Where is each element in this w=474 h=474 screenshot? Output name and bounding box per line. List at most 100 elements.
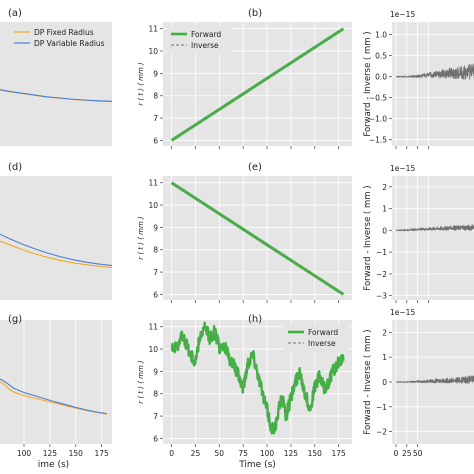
offset-text: 1e−15 — [390, 164, 415, 173]
x-tick-label: 100 — [260, 449, 275, 458]
legend-box — [167, 26, 231, 54]
panel-label: (g) — [8, 314, 22, 325]
y-axis-label: r ( t ) ( mm ) — [137, 216, 145, 260]
y-tick-label: 8 — [153, 92, 158, 101]
y-tick-label: 0.5 — [375, 52, 387, 61]
x-tick-label: 100 — [17, 449, 32, 458]
y-tick-label: 2 — [382, 183, 387, 192]
legend-label: Forward — [191, 30, 221, 39]
series-line-dp-fixed-radius — [0, 381, 107, 415]
y-axis-label: Forward - Inverse ( mm ) — [363, 31, 373, 136]
x-axis-label: Time (s) — [238, 460, 276, 470]
y-tick-label: −2 — [376, 428, 387, 437]
series-line-dp-variable-radius — [0, 233, 113, 267]
y-tick-label: 7 — [153, 412, 158, 421]
offset-text: 1e−15 — [390, 10, 415, 19]
y-tick-label: 9 — [153, 367, 158, 376]
y-tick-label: −1 — [376, 248, 387, 257]
series-line-difference — [395, 224, 474, 232]
panel-label: (e) — [248, 162, 262, 173]
series-line-dp-variable-radius — [0, 378, 107, 415]
legend-box — [284, 324, 348, 352]
series-line-inverse — [171, 28, 344, 141]
x-tick-label: 0 — [394, 449, 399, 458]
y-axis-label: r ( t ) ( mm ) — [137, 62, 145, 106]
y-tick-label: 6 — [153, 290, 158, 299]
panel-d: (d) — [0, 162, 113, 300]
x-tick-label: 5 — [0, 449, 1, 458]
y-tick-label: 0 — [382, 226, 387, 235]
y-tick-label: 7 — [153, 114, 158, 123]
y-tick-label: 8 — [153, 246, 158, 255]
panel-e: 6 7 8 9 10 11 r ( t ) ( mm ) (e) — [137, 162, 352, 303]
x-axis-label: ime (s) — [38, 460, 69, 470]
y-tick-label: 9 — [153, 223, 158, 232]
y-axis-label: Forward - Inverse ( mm ) — [363, 329, 373, 434]
plot-area — [392, 22, 474, 146]
x-tick-label: 125 — [43, 449, 58, 458]
x-tick-label: 75 — [238, 449, 248, 458]
panel-f: −3 −2 −1 0 1 2 Forward - Inverse ( mm ) 1e−15 — [363, 164, 474, 303]
legend-label: Inverse — [191, 41, 219, 50]
plot-area — [0, 320, 112, 444]
y-tick-label: 1.0 — [375, 31, 387, 40]
y-tick-label: 10 — [148, 345, 158, 354]
x-tick-label: 25 — [191, 449, 201, 458]
series-line-dp-fixed-radius — [0, 240, 113, 269]
y-tick-label: 6 — [153, 136, 158, 145]
y-tick-label: 6 — [153, 434, 158, 443]
offset-text: 1e−15 — [390, 308, 415, 317]
y-tick-label: −3 — [376, 292, 387, 301]
x-tick-label: 150 — [308, 449, 323, 458]
y-tick-label: 7 — [153, 268, 158, 277]
panel-h: 6 7 8 9 10 11 0 25 50 75 100 125 150 175 Time (s) r ( t… — [137, 314, 352, 470]
y-tick-label: 9 — [153, 69, 158, 78]
panel-g: 5 100 125 150 175 ime (s) (g) — [0, 314, 112, 470]
y-tick-label: −2 — [376, 270, 387, 279]
x-tick-label: 175 — [94, 449, 109, 458]
legend-label: DP Fixed Radius — [34, 28, 94, 37]
panel-label: (d) — [8, 162, 22, 173]
legend-label: Inverse — [308, 339, 336, 348]
y-tick-label: 11 — [148, 323, 158, 332]
y-tick-label: 10 — [148, 201, 158, 210]
plot-area — [392, 176, 474, 300]
series-line-difference — [395, 375, 474, 384]
y-tick-label: −0.5 — [369, 94, 387, 103]
y-tick-label: 10 — [148, 47, 158, 56]
panel-label: (a) — [8, 8, 22, 19]
y-tick-label: 2 — [382, 328, 387, 337]
x-tick-label: 150 — [69, 449, 84, 458]
series-line-inverse — [171, 328, 344, 430]
x-tick-label: 50 — [413, 449, 423, 458]
x-tick-label: 25 — [402, 449, 412, 458]
plot-area — [0, 176, 112, 300]
series-line-forward — [170, 321, 345, 435]
legend-label: DP Variable Radius — [34, 39, 105, 48]
x-tick-label: 175 — [331, 449, 346, 458]
x-tick-label: 0 — [169, 449, 174, 458]
y-tick-label: −1.5 — [369, 136, 387, 145]
y-tick-label: −1 — [376, 403, 387, 412]
x-tick-label: 50 — [215, 449, 225, 458]
y-tick-label: 0.0 — [375, 73, 387, 82]
panel-label: (b) — [248, 8, 262, 19]
y-tick-label: 11 — [148, 25, 158, 34]
y-axis-label: r ( t ) ( mm ) — [137, 360, 145, 404]
y-tick-label: 8 — [153, 390, 158, 399]
panel-b: 6 7 8 9 10 11 r ( t ) ( mm ) (b) Forward Inverse — [137, 8, 352, 149]
x-tick-label: 125 — [284, 449, 299, 458]
y-tick-label: −1.0 — [369, 115, 387, 124]
series-line-inverse — [171, 182, 344, 295]
y-axis-label: Forward - Inverse ( mm ) — [363, 185, 373, 290]
series-line-difference — [395, 63, 474, 80]
y-tick-label: 0 — [382, 378, 387, 387]
y-tick-label: 1 — [382, 353, 387, 362]
panel-a: (a) DP Fixed Radius DP Variable Radius — [0, 8, 113, 146]
y-tick-label: 11 — [148, 179, 158, 188]
y-tick-label: 1 — [382, 205, 387, 214]
legend-box — [10, 24, 110, 52]
